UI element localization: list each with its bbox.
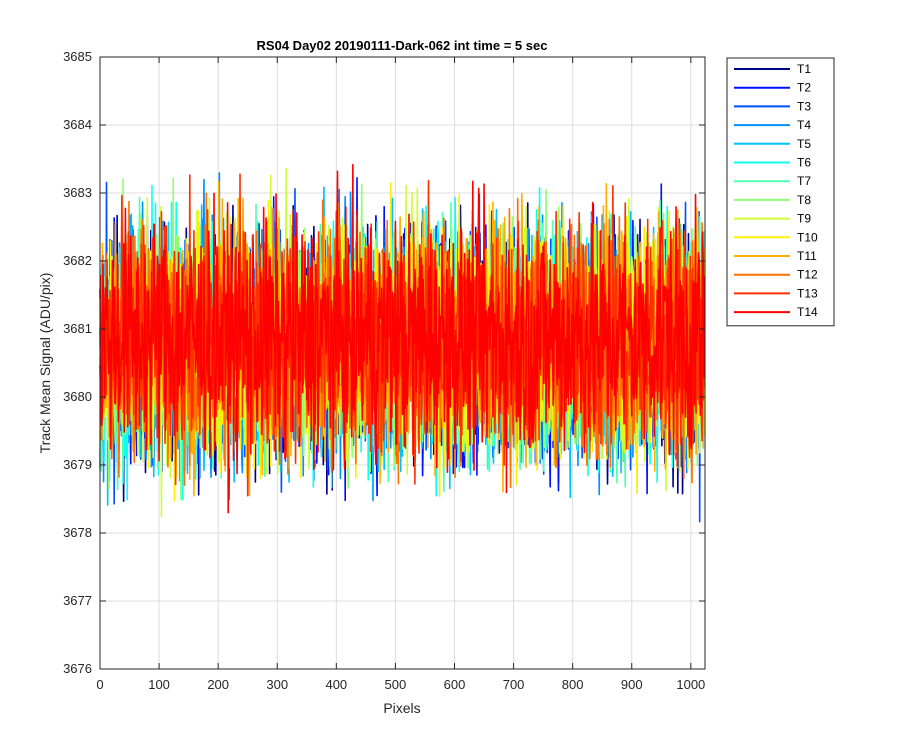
y-tick-label: 3681: [63, 321, 92, 336]
legend-label-t11: T11: [797, 249, 817, 263]
y-tick-label: 3680: [63, 389, 92, 404]
x-tick-label: 700: [503, 677, 525, 692]
legend-label-t1: T1: [797, 62, 811, 76]
y-tick-label: 3684: [63, 117, 92, 132]
x-tick-label: 800: [562, 677, 584, 692]
legend-label-t12: T12: [797, 268, 818, 282]
x-tick-label: 100: [148, 677, 170, 692]
legend-box: [726, 57, 835, 327]
legend-label-t3: T3: [797, 99, 811, 113]
y-axis-label: Track Mean Signal (ADU/pix): [37, 273, 53, 454]
legend-label-t14: T14: [797, 305, 818, 319]
legend-label-t4: T4: [797, 118, 811, 132]
x-tick-label: 200: [207, 677, 229, 692]
x-tick-label: 1000: [676, 677, 705, 692]
y-tick-label: 3682: [63, 253, 92, 268]
legend-label-t2: T2: [797, 81, 811, 95]
x-axis-label: Pixels: [383, 700, 420, 716]
legend-label-t10: T10: [797, 230, 818, 244]
legend-label-t5: T5: [797, 137, 811, 151]
series-layer: [99, 163, 706, 523]
x-tick-label: 300: [266, 677, 288, 692]
x-tick-label: 900: [621, 677, 643, 692]
y-tick-label: 3677: [63, 593, 92, 608]
x-tick-label: 0: [96, 677, 103, 692]
chart-title: RS04 Day02 20190111-Dark-062 int time = …: [257, 38, 548, 53]
legend-label-t9: T9: [797, 212, 811, 226]
legend: T1 T2 T3 T4 T5 T6 T7 T8 T9 T10 T11 T12 T13 T14: [726, 57, 835, 327]
legend-label-t8: T8: [797, 193, 811, 207]
x-tick-label: 400: [325, 677, 347, 692]
axes: 0 100 200 300 400 500 600 700 800 900 1000 3676 3677…: [63, 49, 705, 692]
x-tick-label: 500: [385, 677, 407, 692]
series-line-t14: [99, 163, 706, 514]
y-tick-label: 3679: [63, 457, 92, 472]
legend-label-t7: T7: [797, 174, 811, 188]
x-tick-label: 600: [444, 677, 466, 692]
plot-frame: [99, 56, 706, 670]
legend-label-t13: T13: [797, 286, 818, 300]
y-tick-label: 3676: [63, 661, 92, 676]
y-tick-label: 3683: [63, 185, 92, 200]
y-tick-label: 3678: [63, 525, 92, 540]
legend-label-t6: T6: [797, 156, 811, 170]
y-tick-label: 3685: [63, 49, 92, 64]
